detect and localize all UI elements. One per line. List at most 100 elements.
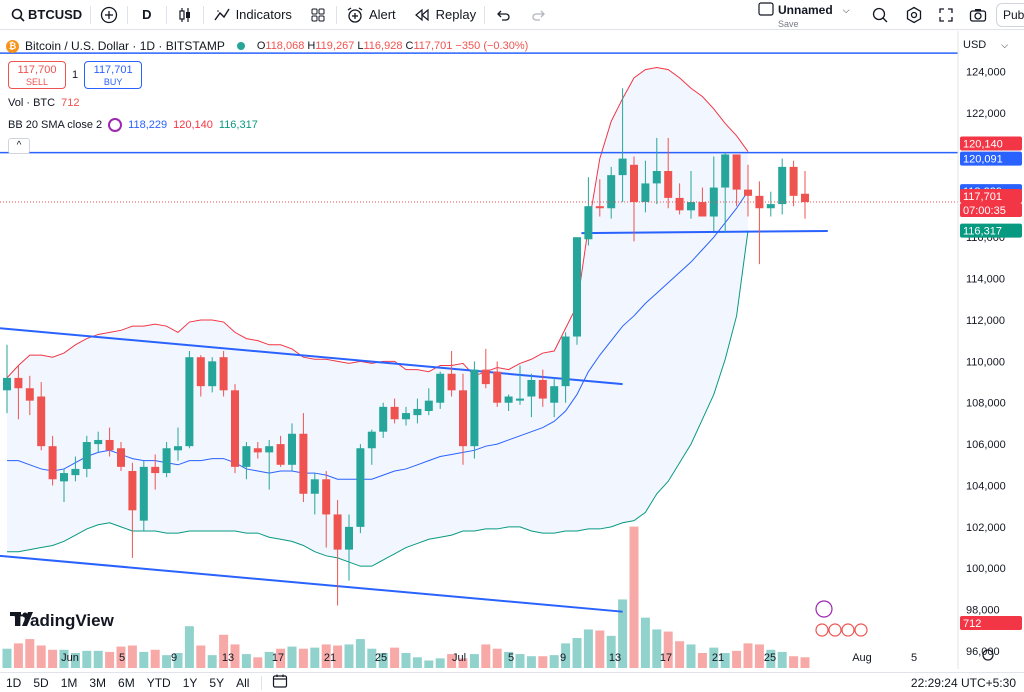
collapse-legend-button[interactable]: ^ xyxy=(8,138,30,154)
close-label: C xyxy=(405,40,414,52)
range-button-6m[interactable]: 6M xyxy=(118,675,135,690)
range-button-1y[interactable]: 1Y xyxy=(182,675,198,690)
redo-button[interactable] xyxy=(521,0,557,30)
alarm-clock-icon xyxy=(345,5,365,25)
candle-body xyxy=(664,171,673,198)
event-flag-icon xyxy=(815,623,829,637)
volume-bar xyxy=(82,650,92,668)
volume-bar xyxy=(469,654,479,668)
fullscreen-button[interactable] xyxy=(928,0,964,30)
volume-bar xyxy=(515,654,525,668)
volume-bar xyxy=(583,629,593,668)
range-button-5d[interactable]: 5D xyxy=(33,675,49,690)
volume-bar xyxy=(344,644,354,668)
compare-button[interactable] xyxy=(91,0,127,30)
candle-body xyxy=(48,446,57,480)
candle-body xyxy=(37,396,46,447)
volume-bar xyxy=(549,655,559,668)
range-button-3m[interactable]: 3M xyxy=(89,675,107,690)
candle-body xyxy=(527,379,536,397)
volume-bar xyxy=(720,653,730,668)
candle-body xyxy=(276,444,285,465)
time-tick-label: 13 xyxy=(609,652,621,664)
range-button-1d[interactable]: 1D xyxy=(6,675,22,690)
event-flag-icon xyxy=(841,623,855,637)
volume-bar xyxy=(25,639,35,668)
publish-button[interactable]: Pub xyxy=(996,3,1024,27)
volume-bar xyxy=(150,649,160,668)
clock-time[interactable]: 22:29:24 UTC+5:30 xyxy=(910,676,1016,690)
symbol-title[interactable]: Bitcoin / U.S. Dollar · 1D · BITSTAMP xyxy=(25,39,225,53)
bb-upper-value: 120,140 xyxy=(173,119,213,131)
candle-body xyxy=(310,479,319,494)
buy-price: 117,701 xyxy=(93,64,133,76)
volume-bar xyxy=(686,644,696,668)
replay-button[interactable]: Replay xyxy=(404,0,484,30)
candle-body xyxy=(356,448,365,527)
layout-menu[interactable]: Unnamed ⌵ Save xyxy=(758,2,850,30)
range-button-ytd[interactable]: YTD xyxy=(146,675,171,690)
templates-button[interactable] xyxy=(300,0,336,30)
volume-bar xyxy=(663,631,673,668)
currency-selector[interactable]: USD ⌵ xyxy=(963,39,1019,55)
calendar-icon[interactable] xyxy=(272,674,288,691)
flash-icon xyxy=(815,600,833,618)
symbol-search[interactable]: BTCUSD xyxy=(0,0,90,30)
sell-button[interactable]: 117,700 SELL xyxy=(8,61,66,89)
settings-button[interactable] xyxy=(896,0,932,30)
bollinger-legend[interactable]: BB 20 SMA close 2 118,229 120,140 116,31… xyxy=(8,118,258,132)
range-button-1m[interactable]: 1M xyxy=(60,675,78,690)
chart-type-button[interactable] xyxy=(167,0,203,30)
candle-body xyxy=(721,154,730,188)
chart-canvas[interactable]: 124,000122,000118,000116,000114,000112,0… xyxy=(0,31,1024,669)
time-tick-label: Jun xyxy=(61,652,79,664)
volume-bar xyxy=(184,626,194,668)
candle-body xyxy=(299,433,308,494)
loading-icon xyxy=(108,118,123,132)
redo-icon xyxy=(529,5,549,25)
volume-bar xyxy=(59,649,69,668)
volume-bar xyxy=(526,656,536,668)
indicators-button[interactable]: Indicators xyxy=(204,0,300,30)
range-button-all[interactable]: All xyxy=(236,675,250,690)
bb-lower-value: 116,317 xyxy=(218,119,258,131)
search-icon xyxy=(8,5,28,25)
candle-body xyxy=(641,183,650,203)
candle-body xyxy=(105,439,114,451)
candle-body xyxy=(413,408,422,416)
divider xyxy=(484,5,486,24)
alert-button[interactable]: Alert xyxy=(337,0,404,30)
candle-body xyxy=(652,171,661,184)
axis-settings-icon xyxy=(982,649,994,661)
divider xyxy=(165,5,167,24)
divider xyxy=(202,5,204,24)
interval-button[interactable]: D xyxy=(128,0,165,30)
bb-fill xyxy=(7,67,748,567)
volume-bar xyxy=(321,644,331,668)
buy-button[interactable]: 117,701 BUY xyxy=(84,61,143,89)
snapshot-button[interactable] xyxy=(960,0,996,30)
volume-bar xyxy=(492,648,502,668)
volume-bar xyxy=(390,647,400,668)
range-buttons: 1D 5D 1M 3M 6M YTD 1Y 5Y All xyxy=(0,676,255,690)
range-button-5y[interactable]: 5Y xyxy=(209,675,225,690)
quick-search-button[interactable] xyxy=(862,0,898,30)
trend-line xyxy=(581,230,828,235)
trend-line xyxy=(0,554,623,613)
volume-bar xyxy=(253,657,263,668)
chevron-down-icon: ⌵ xyxy=(1001,40,1009,50)
chart-pane[interactable]: 124,000122,000118,000116,000114,000112,0… xyxy=(0,31,1024,669)
volume-legend[interactable]: Vol · BTC 712 xyxy=(8,97,79,109)
volume-bar xyxy=(538,656,548,668)
candle-body xyxy=(709,187,718,217)
time-tick-label: 21 xyxy=(712,652,724,664)
price-tick-label: 102,000 xyxy=(966,522,1006,534)
candle-body xyxy=(128,471,137,511)
market-status-dot xyxy=(236,42,245,50)
time-tick-label: 17 xyxy=(660,652,672,664)
open-label: O xyxy=(256,40,266,52)
volume-bar xyxy=(458,658,468,668)
quantity-value[interactable]: 1 xyxy=(72,69,79,81)
undo-button[interactable] xyxy=(485,0,521,30)
